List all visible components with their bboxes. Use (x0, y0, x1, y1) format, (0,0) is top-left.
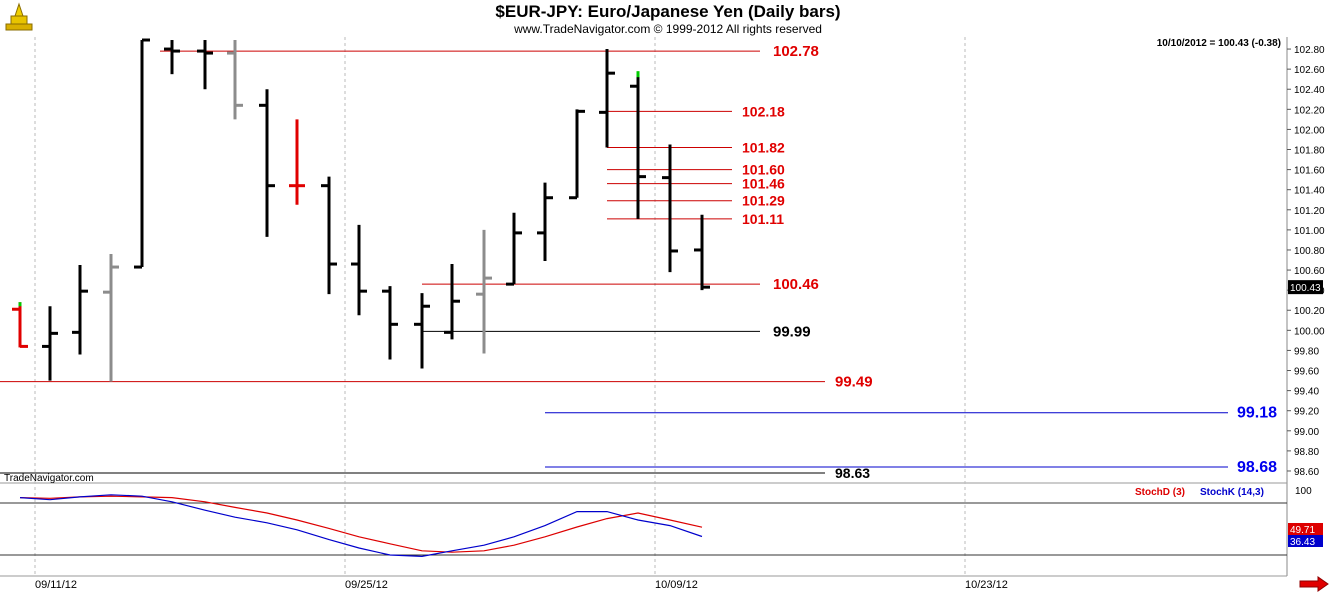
y-tick-label: 102.40 (1294, 85, 1325, 96)
last-price-box (1288, 280, 1323, 295)
stoch-d-line (19, 495, 703, 553)
level-label-101.60: 101.60 (742, 162, 785, 178)
y-tick-label: 98.60 (1294, 467, 1319, 478)
y-tick-label: 102.60 (1294, 65, 1325, 76)
y-tick-label: 101.40 (1294, 186, 1325, 197)
y-tick-label: 102.00 (1294, 125, 1325, 136)
scroll-right-arrow-icon[interactable] (1298, 576, 1330, 592)
stoch-k-line (19, 494, 703, 558)
y-tick-label: 99.80 (1294, 346, 1319, 357)
y-tick-label: 100.20 (1294, 306, 1325, 317)
watermark-text: TradeNavigator.com (4, 473, 94, 484)
y-tick-label: 101.20 (1294, 206, 1325, 217)
chart-title: $EUR-JPY: Euro/Japanese Yen (Daily bars) (495, 2, 841, 21)
level-label-102.18: 102.18 (742, 103, 785, 119)
level-label-99.49: 99.49 (835, 374, 873, 391)
y-tick-label: 99.00 (1294, 427, 1319, 438)
y-tick-label: 100.80 (1294, 246, 1325, 257)
stoch-k-value: 36.43 (1290, 537, 1315, 548)
copyright-text: www.TradeNavigator.com © 1999-2012 All r… (514, 22, 822, 36)
level-label-101.82: 101.82 (742, 140, 785, 156)
y-tick-label: 98.80 (1294, 447, 1319, 458)
x-tick-label: 10/09/12 (655, 579, 698, 591)
x-tick-label: 09/11/12 (35, 579, 77, 591)
trade-navigator-logo-icon (4, 2, 34, 34)
x-tick-label: 09/25/12 (345, 579, 388, 591)
y-tick-label: 99.60 (1294, 367, 1319, 378)
y-tick-label: 102.20 (1294, 105, 1325, 116)
x-tick-label: 10/23/12 (965, 579, 1008, 591)
level-label-98.68: 98.68 (1237, 459, 1277, 476)
level-label-101.11: 101.11 (742, 211, 784, 227)
level-label-101.29: 101.29 (742, 193, 785, 209)
y-tick-label: 99.20 (1294, 407, 1319, 418)
level-label-99.99: 99.99 (773, 323, 811, 340)
price-pane (0, 37, 1287, 476)
y-tick-label: 99.40 (1294, 387, 1319, 398)
stoch-d-legend: StochD (3) (1135, 487, 1185, 498)
stoch-k-value-box (1288, 535, 1323, 547)
last-quote-text: 10/10/2012 = 100.43 (-0.38) (1157, 38, 1281, 49)
y-tick-label: 101.80 (1294, 146, 1325, 157)
stoch-k-legend: StochK (14,3) (1200, 487, 1264, 498)
level-label-100.46: 100.46 (773, 276, 819, 293)
stoch-y-tick-label: 100 (1295, 486, 1312, 497)
y-tick-label: 100.60 (1294, 266, 1325, 277)
y-tick-label: 101.60 (1294, 166, 1325, 177)
last-price-label: 100.43 (1290, 283, 1321, 294)
level-label-98.63: 98.63 (835, 465, 870, 481)
level-label-99.18: 99.18 (1237, 405, 1277, 422)
y-tick-label: 102.80 (1294, 45, 1325, 56)
y-tick-label: 101.00 (1294, 226, 1325, 237)
level-label-102.78: 102.78 (773, 43, 819, 60)
stoch-d-value: 49.71 (1290, 525, 1315, 536)
level-label-101.46: 101.46 (742, 176, 785, 192)
y-tick-label: 100.00 (1294, 326, 1325, 337)
stoch-d-value-box (1288, 523, 1323, 535)
